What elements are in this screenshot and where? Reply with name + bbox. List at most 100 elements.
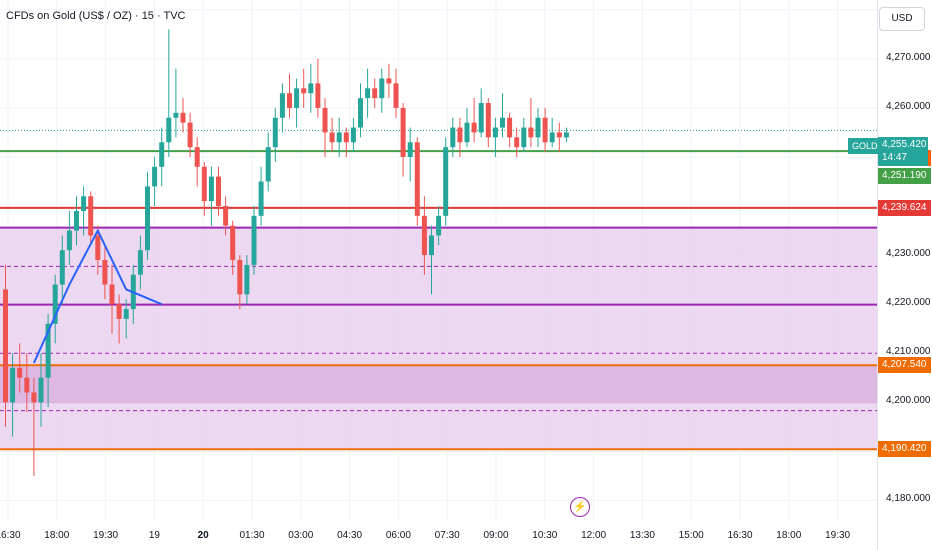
x-tick-label: 19:30 [825, 530, 851, 541]
candle-body [492, 127, 498, 138]
candle-body [180, 112, 186, 123]
candle-body [88, 196, 94, 236]
candle-body [429, 235, 434, 256]
price-tag: 4,190.420 [878, 441, 931, 458]
candle-body [421, 215, 427, 256]
candle-body [45, 323, 51, 378]
candle-body [244, 264, 250, 295]
chart-plot-area[interactable] [0, 0, 877, 550]
candle-body [393, 83, 399, 108]
candle-body [208, 176, 214, 202]
zone-rect [0, 227, 877, 450]
candle-body [343, 132, 349, 143]
candle-body [216, 176, 221, 207]
candle-body [358, 98, 363, 128]
y-tick-label: 4,270.000 [886, 51, 931, 63]
candle-body [443, 147, 449, 216]
candle-body [528, 127, 534, 138]
x-tick-label: 20 [197, 530, 209, 541]
candle-body [464, 122, 470, 143]
candle-body [166, 117, 172, 143]
candle-body [500, 117, 505, 128]
candle-body [436, 215, 442, 236]
candle-body [521, 127, 527, 148]
candle-body [187, 122, 193, 148]
candle-body [194, 147, 200, 167]
y-tick-label: 4,200.000 [886, 395, 931, 407]
bar-countdown: 14:47 [882, 152, 908, 163]
x-tick-label: 07:30 [434, 530, 460, 541]
flash-icon[interactable]: ⚡ [570, 497, 590, 517]
candle-body [123, 309, 129, 319]
candle-body [556, 132, 562, 138]
candle-body [407, 142, 413, 157]
x-tick-label: 06:00 [385, 530, 411, 541]
candle-body [66, 230, 72, 251]
x-tick-label: 18:00 [776, 530, 802, 541]
candle-body [251, 215, 257, 265]
currency-button[interactable]: USD [879, 7, 925, 31]
candle-body [230, 225, 236, 260]
candle-body [237, 260, 243, 295]
candle-body [81, 196, 87, 211]
y-tick-label: 4,210.000 [886, 346, 931, 358]
x-tick-label: 15:00 [678, 530, 704, 541]
candle-body [145, 186, 150, 251]
candle-body [116, 304, 122, 319]
candle-body [279, 93, 285, 118]
candle-body [315, 83, 321, 108]
candle-body [74, 210, 79, 231]
candle-body [301, 88, 307, 94]
x-tick-label: 01:30 [239, 530, 265, 541]
candle-body [386, 78, 392, 84]
candle-body [379, 78, 385, 99]
chart-title: CFDs on Gold (US$ / OZ) · 15 · TVC [6, 10, 186, 22]
candle-body [95, 235, 101, 260]
candle-body [372, 88, 378, 99]
last-price-box: 4,255.420 14:47 [878, 137, 928, 166]
candle-body [159, 142, 165, 167]
x-tick-label: 13:30 [629, 530, 655, 541]
candle-body [201, 166, 207, 202]
candle-body [322, 107, 328, 133]
x-tick-label: 18:00 [44, 530, 70, 541]
x-tick-label: 12:00 [581, 530, 607, 541]
x-tick-label: 10:30 [532, 530, 558, 541]
candle-body [329, 132, 335, 143]
price-tag: 4,239.624 [878, 199, 931, 216]
candle-body [152, 166, 158, 187]
candle-body [450, 127, 456, 148]
candle-body [350, 127, 356, 143]
candle-body [24, 377, 30, 393]
x-tick-label: 09:00 [483, 530, 509, 541]
x-tick-label: 16:30 [0, 530, 21, 541]
x-tick-label: 19:30 [93, 530, 119, 541]
candle-body [38, 377, 44, 403]
price-scale[interactable] [877, 0, 932, 550]
candle-body [294, 88, 300, 108]
candle-body [514, 137, 520, 148]
candle-body [507, 117, 513, 138]
candle-body [542, 117, 548, 143]
candle-body [109, 284, 115, 305]
candle-body [549, 132, 555, 143]
x-tick-label: 03:00 [288, 530, 314, 541]
candle-body [272, 117, 278, 148]
candle-body [265, 147, 271, 182]
y-tick-label: 4,230.000 [886, 248, 931, 260]
candle-body [471, 122, 477, 133]
candle-body [258, 181, 264, 216]
candle-body [287, 93, 292, 108]
candle-body [102, 260, 108, 285]
candle-body [400, 107, 406, 157]
x-tick-label: 04:30 [337, 530, 363, 541]
candle-body [137, 250, 143, 275]
candle-body [31, 392, 37, 403]
y-tick-label: 4,220.000 [886, 297, 931, 309]
trendline [32, 228, 163, 364]
x-tick-label: 19 [148, 530, 160, 541]
last-price-value: 4,255.420 [882, 139, 927, 150]
candle-body [563, 132, 569, 138]
y-tick-label: 4,260.000 [886, 100, 931, 112]
candle-body [478, 103, 484, 133]
